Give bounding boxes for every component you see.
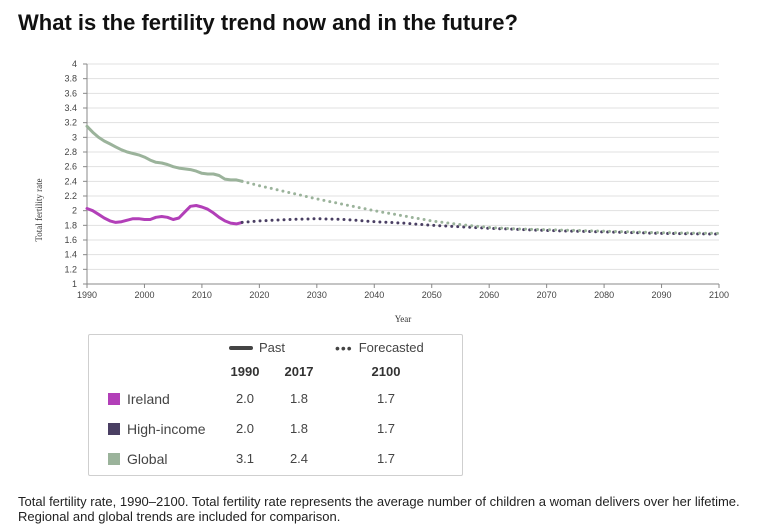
global-color-swatch — [108, 453, 120, 465]
y-axis-label: Total fertility rate — [34, 178, 44, 241]
y-tick-label: 3.6 — [64, 88, 77, 98]
legend-row-high-income: High-income 2.0 1.8 1.7 — [89, 418, 462, 442]
legend-row-global: Global 3.1 2.4 1.7 — [89, 448, 462, 472]
value-2100: 1.7 — [376, 421, 396, 436]
y-tick-label: 2 — [72, 206, 77, 216]
high-income-color-swatch — [108, 423, 120, 435]
value-1990: 2.0 — [235, 391, 255, 406]
y-tick-label: 1.2 — [64, 264, 77, 274]
page-title: What is the fertility trend now and in t… — [18, 10, 518, 35]
x-tick-label: 2080 — [594, 290, 614, 300]
grid-lines — [86, 63, 719, 285]
x-tick-label: 2040 — [364, 290, 384, 300]
y-tick-label: 1.6 — [64, 235, 77, 245]
row-label: Global — [127, 451, 168, 467]
past-label: Past — [259, 340, 286, 355]
x-tick-label: 2020 — [249, 290, 269, 300]
row-label: Ireland — [127, 391, 170, 407]
x-tick-label: 2000 — [134, 290, 154, 300]
y-tick-label: 3.2 — [64, 118, 77, 128]
forecast-label: Forecasted — [358, 340, 424, 355]
row-label: High-income — [127, 421, 206, 437]
x-axis-ticks: 1990 2000 2010 2020 2030 2040 2050 2060 2070 2080… — [77, 284, 729, 300]
dotted-line-swatch: ••• — [335, 339, 353, 356]
series-lines — [85, 124, 721, 236]
legend-past-key: Past — [229, 340, 285, 355]
y-tick-label: 3 — [72, 132, 77, 142]
global-past-line — [85, 124, 244, 183]
y-tick-label: 4 — [72, 59, 77, 69]
fertility-line-chart: 1 1.2 1.4 1.6 1.8 2 2.2 2.4 2.6 2.8 3 3.2 3.4 3.6 3.8 4… — [34, 59, 729, 324]
x-tick-label: 2100 — [709, 290, 729, 300]
global-forecast-line — [240, 179, 721, 235]
x-tick-label: 2070 — [537, 290, 557, 300]
legend-row-ireland: Ireland 2.0 1.8 1.7 — [89, 388, 462, 412]
value-2017: 2.4 — [289, 451, 309, 466]
value-2100: 1.7 — [376, 451, 396, 466]
y-tick-label: 2.4 — [64, 176, 77, 186]
high-income-forecast-line — [240, 217, 721, 236]
column-header-2100: 2100 — [371, 364, 401, 379]
x-tick-label: 2050 — [422, 290, 442, 300]
value-2017: 1.8 — [289, 421, 309, 436]
x-tick-label: 2090 — [652, 290, 672, 300]
y-axis-ticks: 1 1.2 1.4 1.6 1.8 2 2.2 2.4 2.6 2.8 3 3.2 3.4 3.6 3.8 4 — [64, 59, 87, 289]
y-tick-label: 1 — [72, 279, 77, 289]
legend-forecast-key: ••• Forecasted — [335, 340, 424, 355]
y-tick-label: 3.4 — [64, 103, 77, 113]
x-tick-label: 1990 — [77, 290, 97, 300]
x-tick-label: 2060 — [479, 290, 499, 300]
value-1990: 3.1 — [235, 451, 255, 466]
column-header-1990: 1990 — [230, 364, 260, 379]
solid-line-swatch — [229, 345, 253, 350]
column-header-2017: 2017 — [284, 364, 314, 379]
value-2100: 1.7 — [376, 391, 396, 406]
figure-caption: Total fertility rate, 1990–2100. Total f… — [18, 494, 740, 524]
y-tick-label: 3.8 — [64, 74, 77, 84]
x-tick-label: 2010 — [192, 290, 212, 300]
y-tick-label: 2.2 — [64, 191, 77, 201]
ireland-past-line — [85, 204, 244, 226]
legend-table: Past ••• Forecasted 1990 2017 2100 Irela… — [88, 334, 463, 476]
y-tick-label: 2.8 — [64, 147, 77, 157]
x-axis-label: Year — [395, 314, 412, 324]
y-tick-label: 2.6 — [64, 162, 77, 172]
value-1990: 2.0 — [235, 421, 255, 436]
value-2017: 1.8 — [289, 391, 309, 406]
y-tick-label: 1.8 — [64, 220, 77, 230]
y-tick-label: 1.4 — [64, 250, 77, 260]
ireland-color-swatch — [108, 393, 120, 405]
x-tick-label: 2030 — [307, 290, 327, 300]
